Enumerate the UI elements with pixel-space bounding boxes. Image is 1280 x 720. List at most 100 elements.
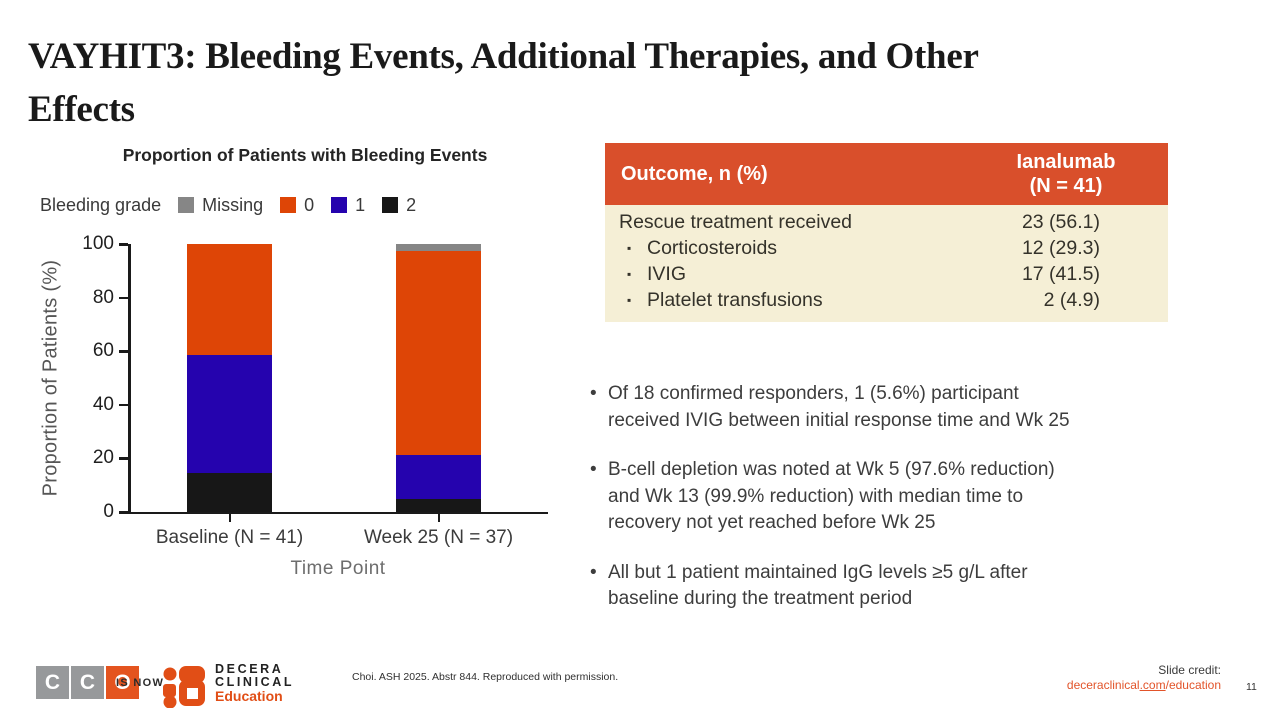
legend-swatch-1 (331, 197, 348, 213)
bar-segment-grade-2 (396, 498, 481, 512)
is-now-label: IS NOW (116, 677, 165, 689)
bullet-text-line: All but 1 patient maintained IgG levels … (608, 561, 1028, 583)
bullet-text-line: recovery not yet reached before Wk 25 (608, 512, 936, 533)
bullet-text-line: and Wk 13 (99.9% reduction) with median … (608, 485, 1024, 507)
legend-label: 2 (406, 194, 417, 215)
cco-logo-letter: C (71, 666, 104, 699)
bar-segment-grade-1 (187, 355, 272, 474)
bullet-list: • Of 18 confirmed responders, 1 (5.6%) pa… (590, 381, 1230, 636)
table-row-label: ▪ IVIG (605, 263, 964, 286)
legend-entry-1: 1 (314, 195, 365, 216)
bullet-text: Of 18 confirmed responders, 1 (5.6%) par… (608, 381, 1070, 434)
bar-segment-grade-2 (187, 473, 272, 512)
y-axis-line (128, 244, 131, 514)
legend-swatch-2 (382, 197, 399, 213)
slide-credit: Slide credit: deceraclinical.com/educati… (1066, 663, 1221, 692)
square-bullet-icon: ▪ (627, 267, 632, 281)
table-row: ▪ Corticosteroids 12 (29.3) (605, 235, 1168, 261)
page-number: 11 (1246, 681, 1257, 693)
bullet-item: • All but 1 patient maintained IgG levels… (590, 560, 1230, 613)
table-body: Rescue treatment received 23 (56.1) ▪ Corti… (605, 205, 1168, 322)
outcome-table: Outcome, n (%) Ianalumab (N = 41) Rescue… (605, 143, 1168, 322)
bullet-item: • B-cell depletion was noted at Wk 5 (97.… (590, 457, 1230, 537)
table-row-label: ▪ Corticosteroids (605, 237, 964, 260)
x-category-label: Week 25 (N = 37) (363, 527, 514, 548)
table-row-value: 23 (56.1) (1021, 210, 1100, 233)
table-row-label: ▪ Platelet transfusions (605, 289, 964, 312)
bullet-text-line: received IVIG between initial response t… (608, 409, 1070, 431)
page-title-line: VAYHIT3: Bleeding Events, Additional The… (28, 36, 979, 77)
table-row: ▪ IVIG 17 (41.5) (605, 261, 1168, 287)
page-title-line: Effects (28, 89, 135, 130)
bullet-text: B-cell depletion was noted at Wk 5 (97.6… (608, 457, 1055, 537)
bar-segment-grade-0 (396, 251, 481, 455)
table-row-label-text: IVIG (647, 262, 687, 285)
table-row-label-text: Rescue treatment received (619, 210, 853, 233)
bullet-text-line: Of 18 confirmed responders, 1 (5.6%) par… (608, 383, 1019, 404)
table-header-ianalumab: Ianalumab (N = 41) (1016, 151, 1116, 197)
y-tick-label: 60 (92, 340, 114, 362)
table-row: ▪ Platelet transfusions 2 (4.9) (605, 287, 1168, 313)
table-header-row: Outcome, n (%) Ianalumab (N = 41) (605, 143, 1168, 205)
stacked-bar-week25 (396, 244, 481, 512)
y-tick-label: 0 (103, 501, 114, 522)
legend-swatch-0 (280, 197, 297, 213)
bar-segment-grade-0 (187, 244, 272, 356)
x-axis-title: Time Point (290, 558, 386, 579)
bullet-dot-icon: • (590, 383, 597, 404)
bullet-text-line: B-cell depletion was noted at Wk 5 (97.6… (608, 459, 1055, 480)
page-title: VAYHIT3: Bleeding Events, Additional The… (28, 30, 1238, 136)
y-tick-mark (119, 457, 128, 460)
y-tick-label: 40 (92, 393, 114, 415)
table-row-value: 12 (29.3) (1021, 236, 1100, 259)
bullet-text: All but 1 patient maintained IgG levels … (608, 560, 1028, 613)
legend-entry-2: 2 (365, 195, 416, 216)
table-row-label-text: Platelet transfusions (647, 288, 823, 311)
bullet-item: • Of 18 confirmed responders, 1 (5.6%) pa… (590, 381, 1230, 434)
y-axis-title: Proportion of Patients (%) (39, 259, 62, 497)
bullet-text-line: baseline during the treatment period (608, 588, 913, 609)
table-row: Rescue treatment received 23 (56.1) (605, 209, 1168, 235)
table-row-value: 17 (41.5) (1021, 262, 1100, 285)
decera-logo-text: DECERA CLINICAL Education (215, 662, 295, 704)
legend-label: 0 (304, 194, 315, 215)
y-tick-label: 100 (82, 233, 114, 254)
stacked-bar-plot: 0 20 40 60 80 100 Baseline (N = 41) Week 25 (N … (82, 233, 548, 548)
y-tick-mark (119, 350, 128, 353)
bullet-dot-icon: • (590, 459, 597, 480)
y-tick-mark (119, 511, 128, 514)
x-tick-mark (437, 514, 440, 522)
legend-title: Bleeding grade (40, 194, 162, 215)
x-category-label: Baseline (N = 41) (155, 527, 304, 548)
table-header-outcome: Outcome, n (%) (621, 162, 768, 185)
credit-link[interactable]: deceraclinical.com/education (1066, 678, 1221, 692)
cco-logo-letter: O (106, 666, 139, 699)
citation: Choi. ASH 2025. Abstr 844. Reproduced wi… (352, 671, 619, 683)
square-bullet-icon: ▪ (627, 241, 632, 255)
table-row-label-text: Corticosteroids (647, 236, 778, 259)
cco-logo-letter: C (36, 666, 69, 699)
legend-label: 1 (355, 194, 366, 215)
legend-label: Missing (202, 194, 264, 215)
chart-title: Proportion of Patients with Bleeding Eve… (122, 145, 488, 165)
x-axis-line (128, 511, 548, 514)
bar-segment-grade-1 (396, 454, 481, 499)
bar-segment-grade-missing (396, 244, 481, 252)
y-tick-mark (119, 296, 128, 300)
legend-swatch-missing (178, 197, 195, 213)
y-tick-label: 20 (92, 447, 114, 469)
y-tick-mark (119, 403, 128, 407)
x-tick-mark (228, 514, 231, 522)
legend-entry-missing: Missing (161, 195, 263, 216)
chart-legend: Bleeding grade Missing 0 1 2 (40, 193, 416, 217)
decera-logo-icon (163, 664, 207, 713)
legend-entry-0: 0 (263, 195, 314, 216)
table-row-label: Rescue treatment received (605, 211, 964, 234)
y-tick-mark (119, 243, 128, 246)
square-bullet-icon: ▪ (627, 293, 632, 307)
table-row-value: 2 (4.9) (1043, 288, 1100, 311)
stacked-bar-baseline (187, 244, 272, 512)
y-tick-label: 80 (92, 286, 114, 308)
